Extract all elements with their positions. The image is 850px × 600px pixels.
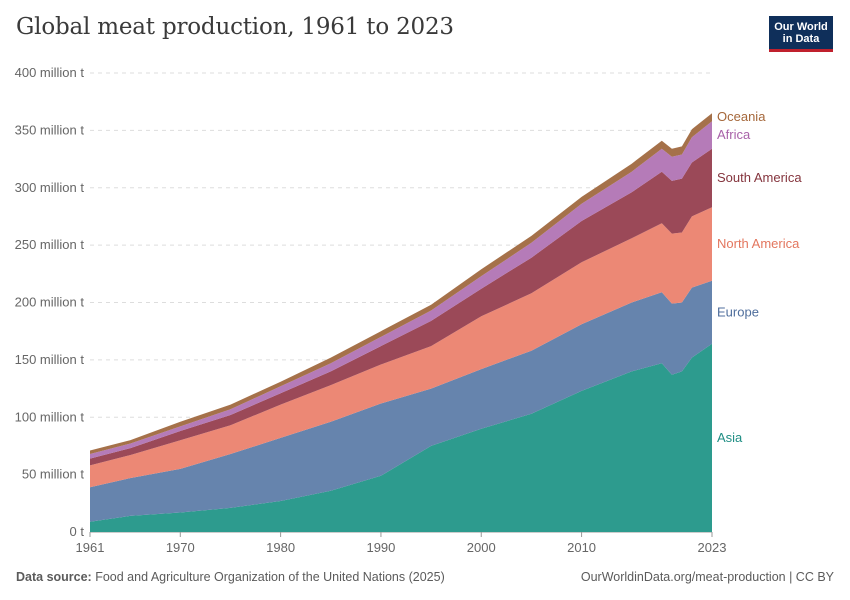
area-north-america[interactable] bbox=[90, 207, 712, 488]
series-label-europe[interactable]: Europe bbox=[717, 304, 759, 319]
logo-line-1: Our World bbox=[774, 20, 828, 33]
x-tick-label: 1961 bbox=[76, 540, 105, 555]
owid-logo[interactable]: Our World in Data bbox=[769, 16, 833, 52]
y-tick-label: 400 million t bbox=[15, 65, 85, 80]
chart-title: Global meat production, 1961 to 2023 bbox=[16, 14, 454, 40]
y-axis-ticks: 0 t 50 million t 100 million t 150 million … bbox=[15, 65, 85, 539]
logo-line-2: in Data bbox=[782, 32, 820, 45]
y-tick-label: 350 million t bbox=[15, 122, 85, 137]
y-tick-label: 50 million t bbox=[22, 467, 85, 482]
x-tick-label: 2000 bbox=[467, 540, 496, 555]
x-tick-label: 1970 bbox=[166, 540, 195, 555]
area-europe[interactable] bbox=[90, 280, 712, 522]
x-tick-label: 1980 bbox=[266, 540, 295, 555]
series-label-oceania[interactable]: Oceania bbox=[717, 109, 766, 124]
x-tick-label: 2010 bbox=[567, 540, 596, 555]
series-labels: Asia Europe North America South America Afri… bbox=[717, 109, 802, 445]
series-label-asia[interactable]: Asia bbox=[717, 430, 743, 445]
data-source-label: Data source: bbox=[16, 570, 92, 584]
x-axis-ticks: 1961 1970 1980 1990 2000 2010 2023 bbox=[76, 532, 727, 555]
area-asia[interactable] bbox=[90, 343, 712, 532]
series-label-africa[interactable]: Africa bbox=[717, 127, 751, 142]
y-tick-label: 150 million t bbox=[15, 352, 85, 367]
series-label-south-america[interactable]: South America bbox=[717, 170, 802, 185]
x-tick-label: 1990 bbox=[366, 540, 395, 555]
x-tick-label: 2023 bbox=[698, 540, 727, 555]
y-tick-label: 0 t bbox=[70, 524, 85, 539]
y-tick-label: 100 million t bbox=[15, 409, 85, 424]
y-tick-label: 250 million t bbox=[15, 237, 85, 252]
stacked-area-chart: 0 t 50 million t 100 million t 150 million … bbox=[15, 65, 803, 555]
attribution-link[interactable]: OurWorldinData.org/meat-production | CC … bbox=[580, 570, 834, 584]
data-source-note: Data source: Food and Agriculture Organi… bbox=[16, 570, 445, 584]
y-tick-label: 200 million t bbox=[15, 295, 85, 310]
area-series bbox=[90, 113, 712, 532]
y-tick-label: 300 million t bbox=[15, 180, 85, 195]
data-source-text: Food and Agriculture Organization of the… bbox=[95, 570, 445, 584]
series-label-north-america[interactable]: North America bbox=[717, 236, 800, 251]
area-south-america[interactable] bbox=[90, 148, 712, 466]
